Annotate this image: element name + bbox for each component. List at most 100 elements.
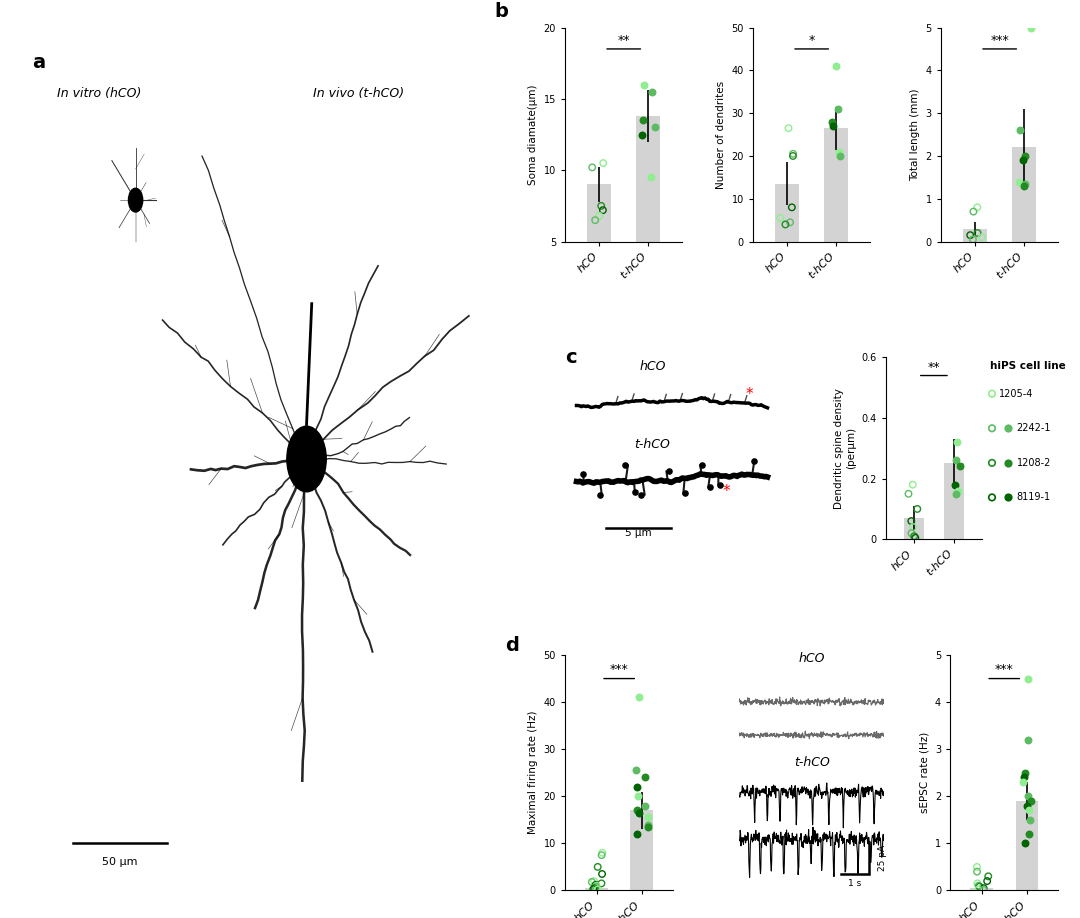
Point <box>1016 179 1034 194</box>
Point <box>1016 149 1034 163</box>
Point <box>948 487 966 501</box>
Point <box>1014 775 1031 789</box>
Point <box>984 386 1001 401</box>
Text: 2242-1: 2242-1 <box>1016 423 1051 433</box>
Circle shape <box>129 188 143 212</box>
Point <box>629 779 646 794</box>
Point <box>904 477 921 492</box>
Text: hCO: hCO <box>798 652 825 665</box>
Point <box>586 880 604 895</box>
Text: hiPS cell line: hiPS cell line <box>990 361 1066 371</box>
Point <box>772 211 789 226</box>
Point <box>903 514 920 529</box>
Point <box>827 59 845 73</box>
Point <box>984 455 1001 470</box>
Bar <box>588 185 611 313</box>
Point <box>629 789 646 803</box>
Point <box>583 875 600 890</box>
Y-axis label: Maximal firing rate (Hz): Maximal firing rate (Hz) <box>528 711 538 834</box>
Point <box>978 874 996 889</box>
Bar <box>963 229 987 241</box>
Y-axis label: Soma diamate(μm): Soma diamate(μm) <box>528 84 538 185</box>
Point <box>627 803 645 818</box>
Point <box>777 218 794 232</box>
Point <box>969 200 986 215</box>
Point <box>635 113 652 128</box>
Text: c: c <box>565 348 577 367</box>
Point <box>589 859 606 874</box>
Point <box>632 487 649 502</box>
Point <box>591 208 608 223</box>
Point <box>676 487 693 501</box>
Point <box>593 198 610 213</box>
Point <box>588 878 605 892</box>
Point <box>969 226 986 241</box>
Point <box>711 477 728 492</box>
Point <box>964 205 982 219</box>
Text: In vivo (t-hCO): In vivo (t-hCO) <box>313 86 404 99</box>
Bar <box>944 464 964 539</box>
Point <box>905 529 922 543</box>
Point <box>999 421 1016 436</box>
Point <box>903 526 920 541</box>
Bar <box>1012 148 1037 241</box>
Point <box>970 882 987 897</box>
Point <box>590 882 607 897</box>
Text: 1208-2: 1208-2 <box>1016 458 1051 468</box>
Point <box>588 879 605 894</box>
Point <box>1015 770 1032 785</box>
Point <box>660 465 677 479</box>
Point <box>702 480 719 495</box>
Point <box>745 453 762 468</box>
Point <box>964 232 982 247</box>
Point <box>626 763 644 778</box>
Text: **: ** <box>618 34 630 47</box>
Point <box>593 867 610 881</box>
Bar <box>775 184 799 241</box>
Y-axis label: Number of dendrites: Number of dendrites <box>716 81 726 188</box>
Point <box>999 455 1016 470</box>
Point <box>693 458 711 473</box>
Point <box>646 120 663 135</box>
Point <box>1023 794 1040 809</box>
Text: *: * <box>809 34 814 47</box>
Point <box>617 458 634 473</box>
Point <box>588 879 605 893</box>
Text: 8119-1: 8119-1 <box>1016 492 1051 502</box>
Point <box>975 882 993 897</box>
Point <box>585 874 603 889</box>
Point <box>631 690 648 705</box>
Text: In vitro (hCO): In vitro (hCO) <box>57 86 141 99</box>
Point <box>634 128 651 142</box>
Point <box>575 466 592 481</box>
Point <box>626 485 644 499</box>
Point <box>829 102 847 117</box>
Point <box>969 859 986 874</box>
Point <box>635 77 652 92</box>
Point <box>1021 826 1038 841</box>
Point <box>593 848 610 863</box>
Point <box>1022 812 1039 827</box>
Point <box>907 531 924 545</box>
Point <box>639 820 657 834</box>
Y-axis label: sEPSC rate (Hz): sEPSC rate (Hz) <box>919 733 929 813</box>
Text: *: * <box>723 484 730 498</box>
Point <box>951 459 969 474</box>
Point <box>1016 836 1034 851</box>
Point <box>631 805 648 820</box>
Point <box>961 228 978 242</box>
Point <box>594 845 611 860</box>
Point <box>971 879 988 894</box>
Point <box>644 84 661 99</box>
Point <box>984 490 1001 505</box>
Text: ***: *** <box>610 663 629 677</box>
Text: 1205-4: 1205-4 <box>999 388 1034 398</box>
Bar <box>824 129 849 241</box>
Text: ***: *** <box>990 34 1009 47</box>
Y-axis label: Dendritic spine density
(perμm): Dendritic spine density (perμm) <box>834 388 855 509</box>
Point <box>1010 174 1027 189</box>
Point <box>584 881 602 896</box>
Text: 5 μm: 5 μm <box>625 528 652 538</box>
Point <box>1016 176 1034 191</box>
Text: a: a <box>32 53 45 73</box>
